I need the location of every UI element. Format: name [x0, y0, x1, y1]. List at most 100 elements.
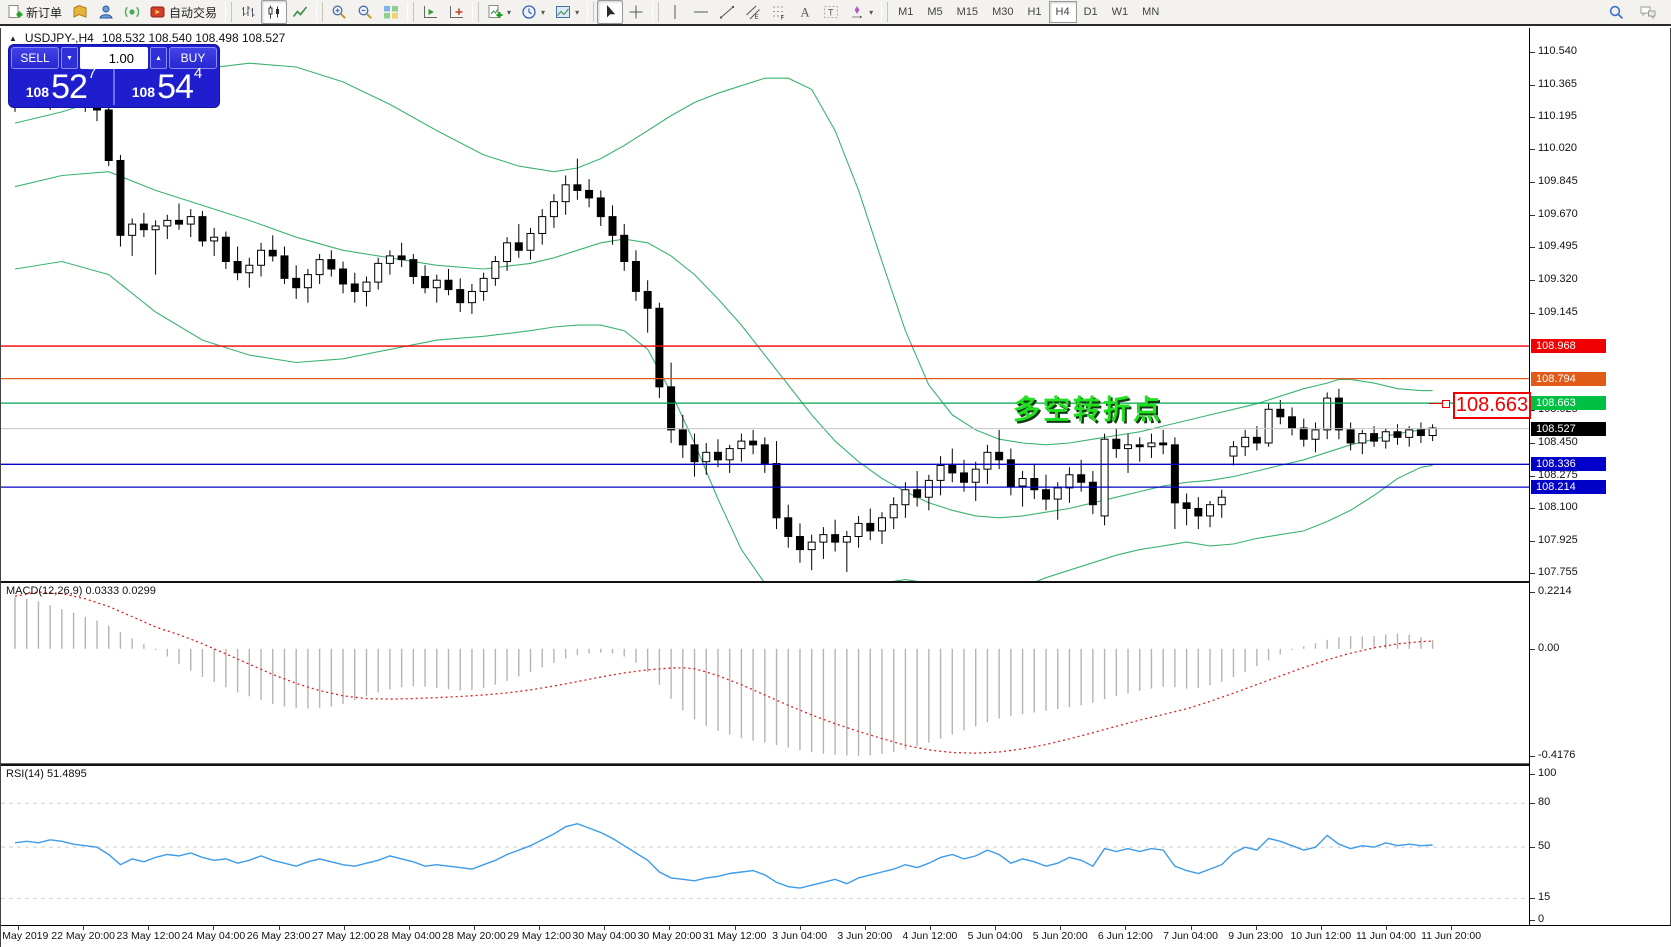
price-axis-border	[1529, 28, 1530, 947]
bar-chart-icon	[242, 6, 255, 17]
text-tool-icon: A	[801, 6, 810, 20]
sell-price[interactable]: 108 52 7	[9, 65, 113, 105]
new-order-button[interactable]: 新订单	[2, 0, 67, 24]
new-chart-icon	[488, 5, 503, 18]
candle-body	[1112, 438, 1121, 450]
search-button[interactable]	[1603, 0, 1629, 24]
zoom-in-button[interactable]	[326, 0, 352, 24]
chinese-annotation[interactable]: 多空转折点	[1013, 395, 1163, 425]
candle-body	[257, 249, 266, 266]
trendline-tool-button[interactable]	[714, 0, 740, 24]
time-tick-mark	[473, 926, 475, 930]
hline-tool-button[interactable]	[688, 0, 714, 24]
time-axis-label: 7 Jun 04:00	[1163, 930, 1218, 942]
time-axis-label: 5 Jun 04:00	[967, 930, 1023, 942]
price-axis: 110.540 110.365 110.195 110.020 109.845 109.6…	[1530, 28, 1671, 947]
price-flag-label[interactable]: 108.663	[1453, 392, 1531, 419]
candle-body	[327, 259, 336, 270]
candle-body	[186, 216, 195, 225]
new-chart-button[interactable]: ▾	[482, 0, 516, 24]
time-tick-mark	[1255, 926, 1257, 930]
candle-body	[1381, 431, 1390, 442]
time-tick-mark	[1190, 926, 1192, 930]
zoom-out-button[interactable]	[352, 0, 378, 24]
signals-button[interactable]	[119, 0, 145, 24]
timeframe-d1-button[interactable]: D1	[1083, 6, 1098, 18]
rsi-panel[interactable]	[1, 765, 1529, 925]
volume-increase-button[interactable]: ▲	[150, 47, 167, 69]
tile-windows-button[interactable]	[378, 0, 404, 24]
symbol-label: USDJPY-,H4	[24, 31, 94, 45]
templates-button[interactable]: ▾	[550, 0, 584, 24]
candle-body	[339, 268, 348, 285]
timeframe-m5-button[interactable]: M5	[927, 6, 943, 18]
cursor-tool-icon	[607, 5, 616, 18]
timeframe-w1-button[interactable]: W1	[1111, 6, 1129, 18]
time-axis-label: 28 May 20:00	[442, 930, 506, 942]
profiles-button[interactable]	[67, 0, 93, 24]
volume-input[interactable]: 1.00	[80, 47, 148, 69]
accounts-button[interactable]	[93, 0, 119, 24]
candle-body	[573, 184, 582, 191]
candle-body	[1229, 446, 1238, 457]
bar-chart-button[interactable]	[235, 0, 261, 24]
cursor-tool-button[interactable]	[597, 0, 624, 24]
chart-window[interactable]: 110.540 110.365 110.195 110.020 109.845 109.6…	[0, 28, 1671, 947]
timeframe-m1-button[interactable]: M1	[898, 6, 914, 18]
buy-button[interactable]: BUY	[169, 47, 217, 69]
chat-button[interactable]	[1635, 0, 1661, 24]
timeframe-h1-button[interactable]: H1	[1027, 6, 1042, 18]
candle-body	[608, 216, 617, 236]
periods-button[interactable]: ▾	[516, 0, 550, 24]
panel-separator[interactable]	[1, 581, 1529, 583]
candle-body	[1053, 487, 1062, 500]
collapse-arrow-icon[interactable]: ▲	[9, 33, 17, 43]
time-axis-label: 10 Jun 12:00	[1290, 930, 1352, 942]
candle-body	[139, 223, 148, 231]
fibonacci-tool-button[interactable]: F	[766, 0, 792, 24]
buy-price[interactable]: 108 54 4	[113, 65, 219, 105]
axis-tick-mark	[1530, 475, 1535, 477]
time-tick-mark	[1125, 926, 1127, 930]
candle-body	[749, 440, 758, 446]
label-tool-button[interactable]: T	[818, 0, 844, 24]
volume-decrease-button[interactable]: ▼	[61, 47, 78, 69]
buy-price-prefix: 108	[131, 84, 156, 100]
text-tool-button[interactable]: A	[792, 0, 818, 24]
axis-tick-label: 0.00	[1538, 641, 1560, 654]
macd-panel[interactable]	[1, 583, 1529, 762]
time-axis-label: 29 May 12:00	[507, 930, 571, 942]
autotrading-button[interactable]: 自动交易	[145, 0, 222, 24]
timeframe-m15-button[interactable]: M15	[956, 6, 979, 18]
sell-button[interactable]: SELL	[11, 47, 59, 69]
auto-scroll-button[interactable]	[443, 0, 469, 24]
templates-icon	[556, 6, 571, 18]
candle-body	[280, 255, 289, 279]
axis-tick-mark	[1530, 442, 1535, 444]
axis-tick-label: 110.195	[1538, 109, 1577, 122]
axis-tick-mark	[1530, 847, 1535, 849]
axis-tick-label: 108.450	[1538, 435, 1578, 448]
time-axis-label: 5 Jun 20:00	[1032, 930, 1088, 942]
candle-body	[116, 160, 125, 236]
timeframe-h4-button[interactable]: H4	[1048, 1, 1077, 23]
toolbar-separator	[225, 2, 233, 22]
chart-shift-button[interactable]	[417, 0, 443, 24]
candle-body	[655, 307, 664, 388]
arrows-tool-button[interactable]: ▾	[844, 0, 878, 24]
channel-tool-button[interactable]: E	[740, 0, 766, 24]
candle-body	[819, 534, 828, 543]
candle-body	[971, 468, 980, 483]
price-flag-anchor[interactable]	[1442, 400, 1450, 408]
main-price-chart[interactable]	[1, 28, 1529, 581]
crosshair-tool-button[interactable]	[623, 0, 649, 24]
panel-separator[interactable]	[1, 763, 1529, 766]
vline-tool-button[interactable]	[662, 0, 688, 24]
candle-body	[104, 109, 113, 162]
line-chart-button[interactable]	[287, 0, 313, 24]
candlestick-chart-button[interactable]	[261, 0, 288, 24]
axis-tick-mark	[1530, 247, 1535, 249]
timeframe-mn-button[interactable]: MN	[1142, 6, 1160, 18]
candle-body	[702, 451, 711, 463]
timeframe-m30-button[interactable]: M30	[992, 6, 1014, 18]
